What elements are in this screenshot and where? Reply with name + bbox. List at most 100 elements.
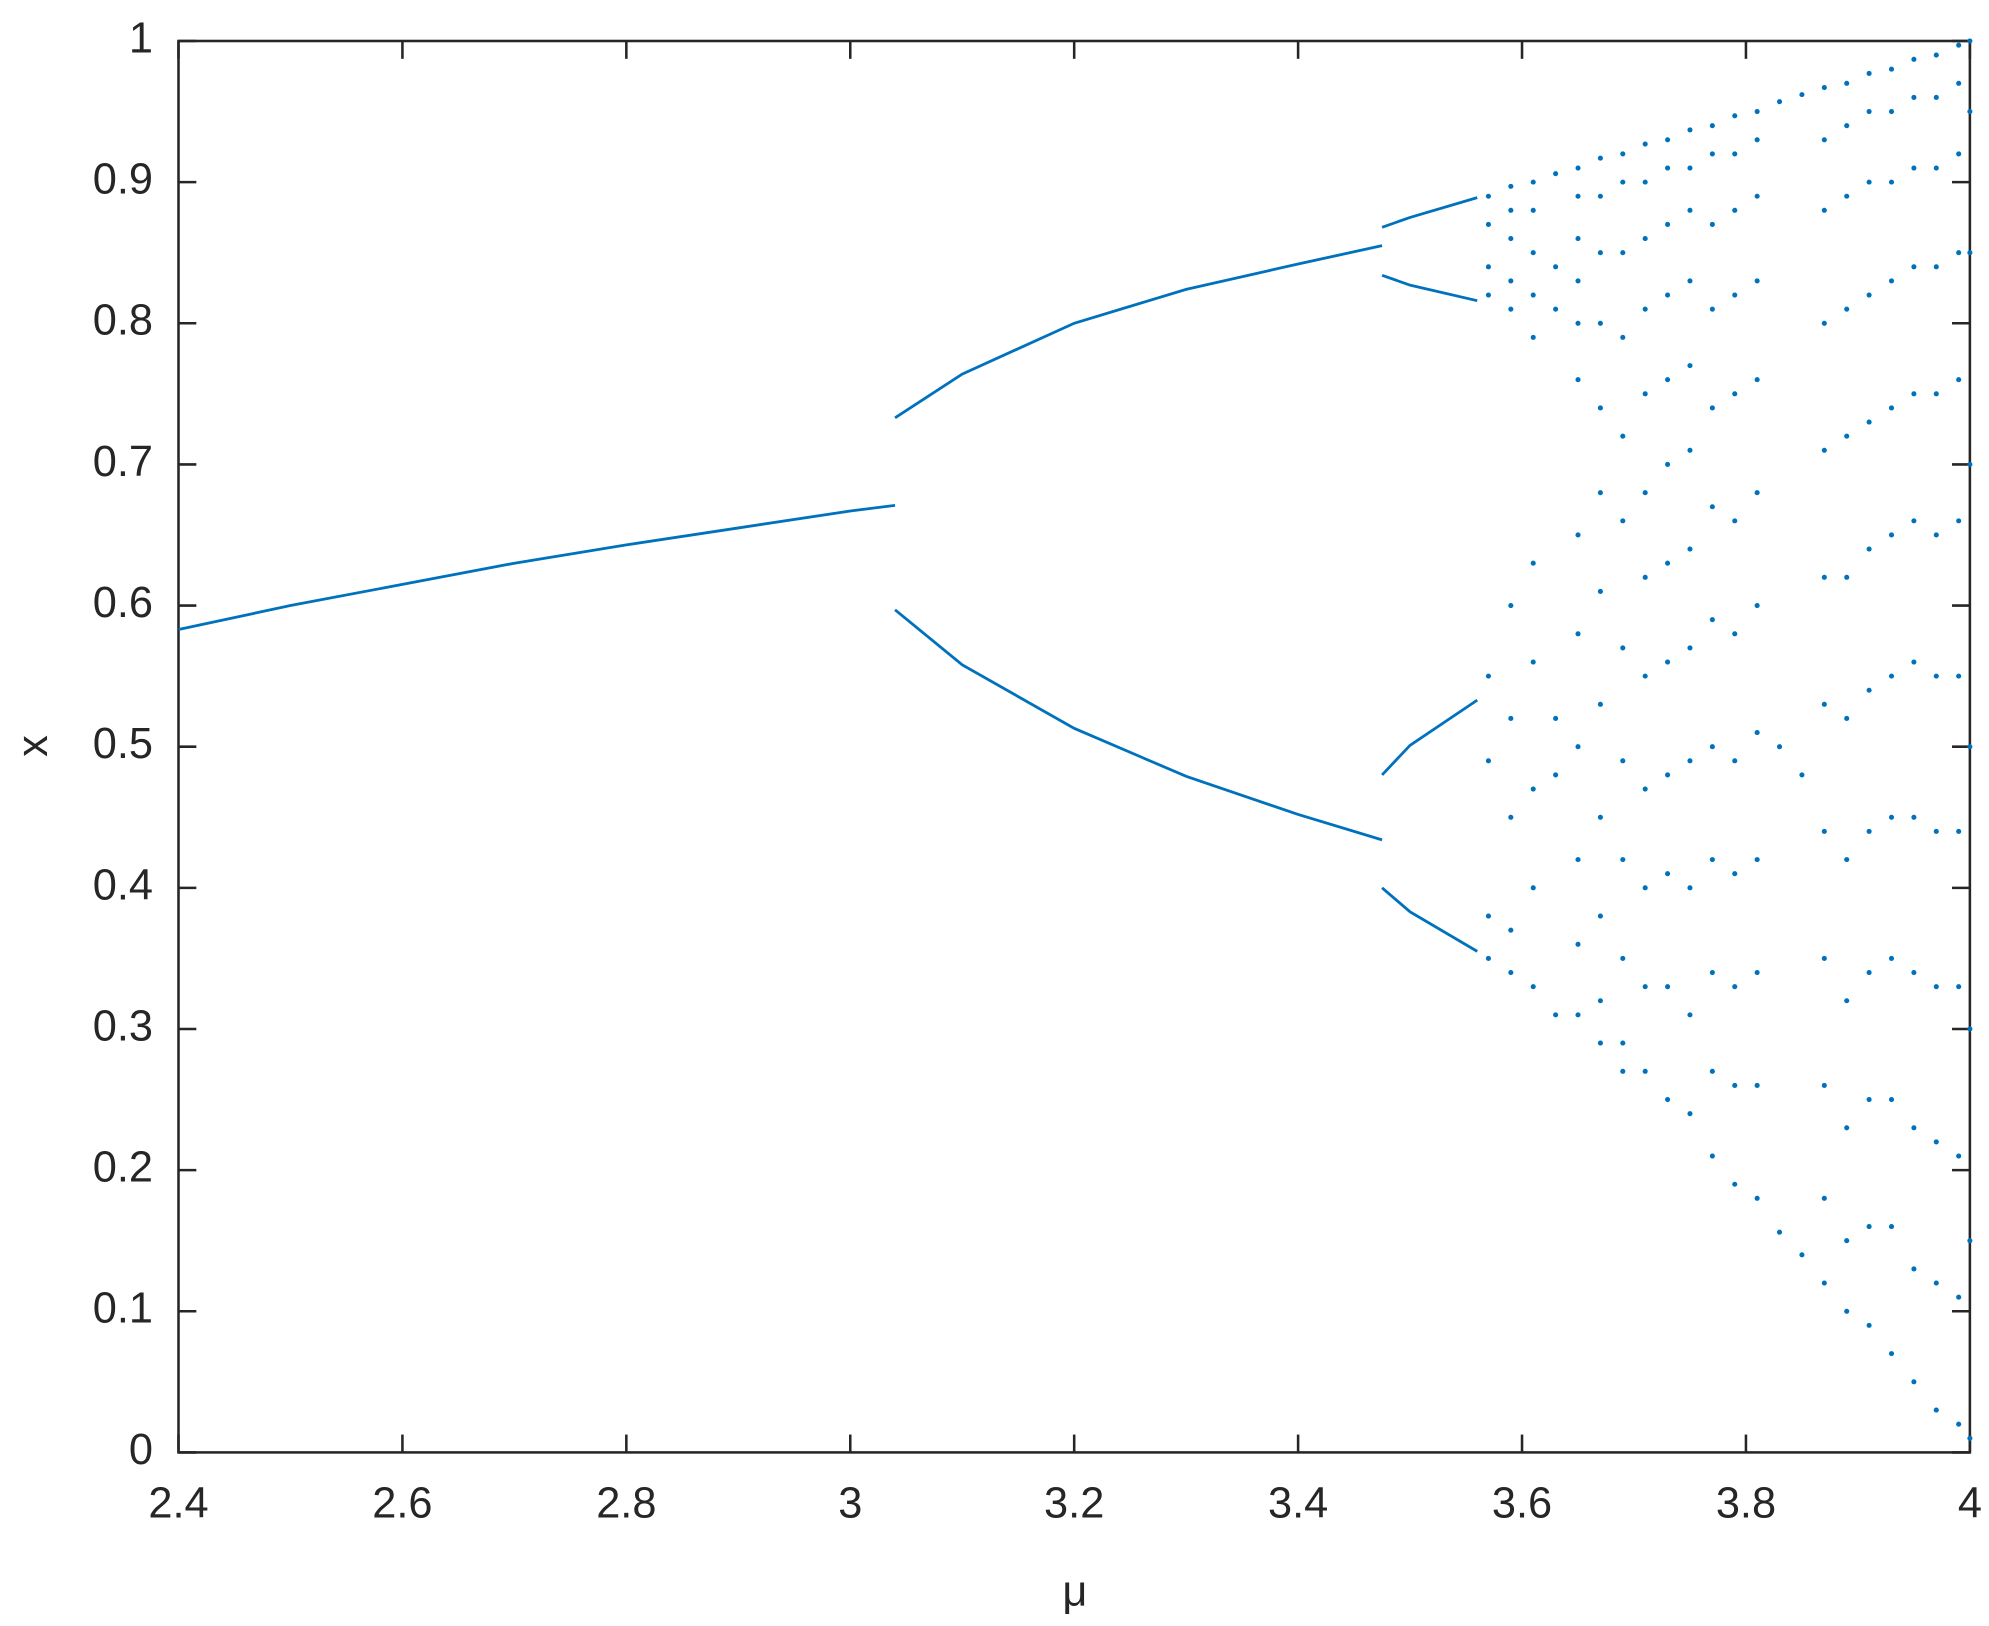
y-tick-label: 0.5: [93, 720, 153, 768]
point: [1933, 391, 1939, 397]
x-tick-label: 2.8: [596, 1479, 656, 1527]
x-tick-label: 2.6: [372, 1479, 432, 1527]
point: [1530, 786, 1536, 792]
point: [1866, 292, 1872, 298]
y-tick-label: 0.8: [93, 297, 153, 345]
point: [1911, 659, 1917, 665]
point: [1620, 179, 1626, 185]
point: [1553, 264, 1559, 270]
point: [1642, 984, 1648, 990]
point: [1732, 758, 1738, 764]
point: [1844, 193, 1850, 199]
point: [1620, 334, 1626, 340]
point: [1665, 137, 1671, 143]
point: [1709, 504, 1715, 510]
point: [1597, 814, 1603, 820]
point: [1508, 207, 1514, 213]
point: [1709, 744, 1715, 750]
point: [1508, 306, 1514, 312]
point: [1956, 1153, 1962, 1159]
point: [1575, 320, 1581, 326]
branch-line: [894, 608, 1383, 842]
point: [1575, 744, 1581, 750]
point: [1844, 574, 1850, 580]
point: [1888, 66, 1895, 72]
point: [1956, 151, 1962, 157]
point: [1665, 461, 1671, 467]
point: [1665, 221, 1671, 228]
point: [1530, 984, 1536, 990]
point: [1776, 744, 1783, 750]
point: [1821, 1195, 1827, 1201]
y-tick-label: 0.1: [93, 1285, 153, 1333]
point: [1709, 151, 1715, 157]
point: [1821, 85, 1827, 91]
point: [1754, 137, 1760, 143]
branch-line: [894, 244, 1383, 420]
point: [1911, 1379, 1917, 1385]
point: [1530, 334, 1536, 340]
point: [1933, 1139, 1939, 1145]
point: [1642, 391, 1648, 397]
x-axis-label: μ: [1062, 1567, 1087, 1615]
point: [1956, 377, 1962, 383]
point: [1844, 80, 1850, 86]
point: [1933, 52, 1939, 58]
point: [1866, 546, 1872, 552]
point: [1933, 673, 1939, 679]
point: [1709, 857, 1715, 863]
point: [1485, 758, 1491, 764]
point: [1508, 236, 1514, 242]
point: [1933, 984, 1939, 990]
point: [1821, 828, 1827, 834]
point: [1642, 306, 1648, 312]
point: [1575, 631, 1581, 637]
point: [1575, 377, 1581, 383]
point: [1844, 1238, 1850, 1244]
point: [1732, 292, 1738, 298]
point: [1732, 518, 1738, 524]
point: [1821, 701, 1827, 707]
point: [1754, 377, 1760, 383]
point: [1530, 179, 1536, 185]
point: [1754, 730, 1760, 736]
point: [1485, 955, 1491, 961]
point: [1575, 857, 1581, 863]
point: [1754, 857, 1760, 863]
point: [1665, 871, 1671, 877]
point: [1508, 183, 1514, 189]
point: [1866, 969, 1872, 976]
point: [1844, 1125, 1850, 1131]
point: [1866, 419, 1872, 425]
point: [1844, 306, 1850, 312]
point: [1956, 828, 1962, 834]
point: [1620, 645, 1626, 651]
point: [1911, 814, 1917, 820]
point: [1508, 603, 1514, 609]
point: [1732, 391, 1738, 397]
point: [1888, 1097, 1895, 1103]
point: [1732, 151, 1738, 157]
point: [1485, 221, 1491, 228]
point: [1821, 207, 1827, 213]
point: [1530, 560, 1536, 566]
point: [1866, 687, 1872, 693]
point: [1687, 447, 1693, 453]
y-axis-label: x: [9, 735, 57, 757]
point: [1620, 857, 1626, 863]
y-tick-label: 0.2: [93, 1144, 153, 1192]
point: [1967, 461, 1973, 467]
point: [1642, 786, 1648, 792]
point: [1709, 221, 1715, 228]
point: [1967, 109, 1973, 115]
point: [1553, 715, 1559, 722]
point: [1485, 913, 1491, 919]
point: [1821, 955, 1827, 961]
point: [1687, 363, 1693, 369]
point: [1754, 969, 1760, 976]
point: [1553, 1012, 1559, 1018]
point: [1956, 1421, 1962, 1427]
branch-line: [1381, 196, 1478, 229]
point: [1933, 94, 1939, 100]
y-tick-label: 0.6: [93, 579, 153, 627]
